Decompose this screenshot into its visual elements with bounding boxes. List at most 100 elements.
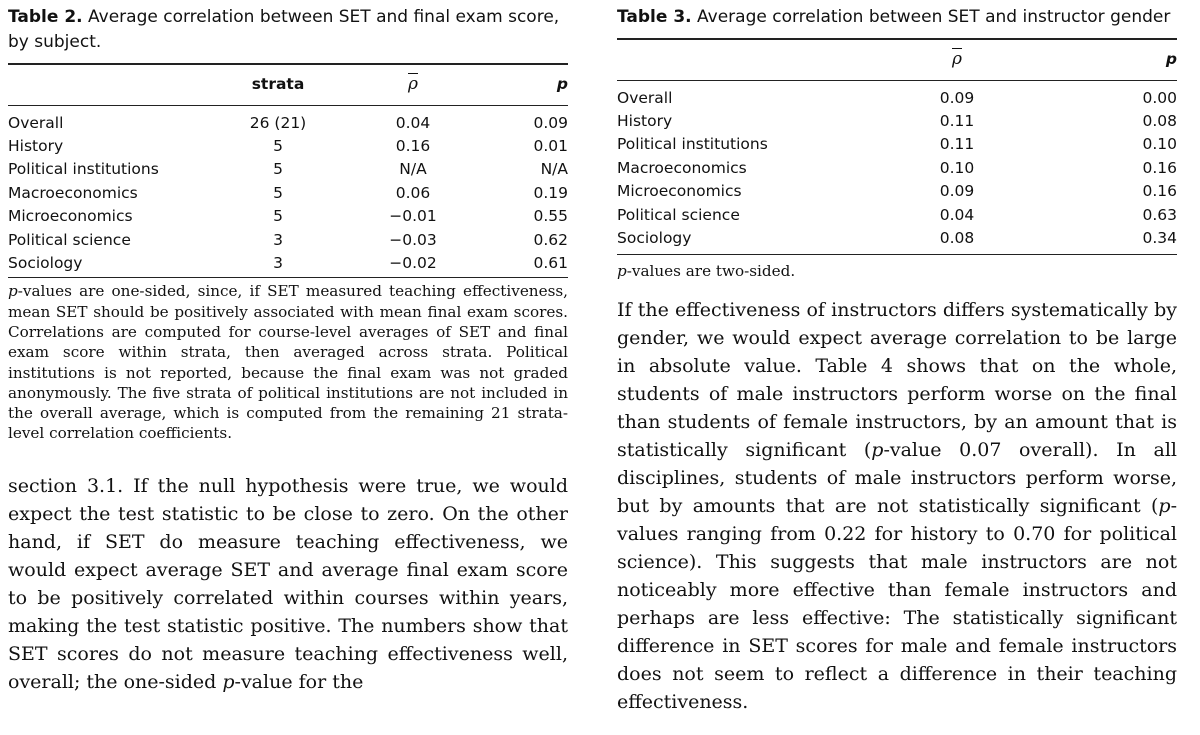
table3-cell-p: 0.08 — [1142, 111, 1177, 130]
table2-bottom-rule — [8, 277, 568, 279]
left-body-part1: section 3.1. If the null hypothesis were… — [8, 474, 568, 693]
table2-header-rho: ρ — [408, 74, 418, 95]
table2-cell-strata: 5 — [273, 136, 283, 155]
table3-label: Table 3. — [617, 7, 692, 27]
table3-cell-subject: Macroeconomics — [617, 158, 747, 177]
table3-cell-p: 0.00 — [1142, 88, 1177, 107]
right-body-part2: -value 0.07 overall). In all disciplines… — [617, 438, 1177, 517]
right-body-paragraph: If the effectiveness of instructors diff… — [617, 296, 1177, 716]
table2-cell-p: 0.09 — [533, 113, 568, 132]
table2-cell-p: 0.55 — [533, 207, 568, 226]
table2-label: Table 2. — [8, 7, 83, 27]
table-row: Political institutions 0.11 0.10 — [617, 133, 1177, 156]
left-body-paragraph: section 3.1. If the null hypothesis were… — [8, 472, 568, 696]
table2-cell-rho: 0.16 — [395, 136, 431, 155]
table2-cell-subject: Macroeconomics — [8, 183, 138, 202]
table3-caption-text: Average correlation between SET and inst… — [697, 7, 1171, 27]
table-row: History 0.11 0.08 — [617, 110, 1177, 133]
table2-cell-subject: Political science — [8, 230, 131, 249]
table-row: Sociology 3 −0.02 0.61 — [8, 252, 568, 275]
table2-cell-strata: 26 (21) — [249, 113, 307, 132]
table3-note-text: -values are two-sided. — [626, 262, 796, 281]
table3-cell-subject: Political science — [617, 205, 740, 224]
table2-caption-text: Average correlation between SET and fina… — [8, 7, 560, 52]
table2-header-row: strata ρ p — [8, 65, 568, 106]
table3-cell-p: 0.34 — [1142, 228, 1177, 247]
table2: strata ρ p Overall 26 (21) 0.04 0.09 His… — [8, 65, 568, 275]
table-row: Political science 0.04 0.63 — [617, 204, 1177, 227]
table2-note: p-values are one-sided, since, if SET me… — [8, 281, 568, 443]
table2-cell-subject: Microeconomics — [8, 207, 133, 226]
right-column: Table 3. Average correlation between SET… — [617, 0, 1177, 735]
table-row: Macroeconomics 0.10 0.16 — [617, 157, 1177, 180]
right-body-italic-2: p — [1158, 494, 1171, 517]
table2-cell-strata: 3 — [273, 253, 283, 272]
table3-note: p-values are two-sided. — [617, 261, 1177, 281]
left-body-italic: p — [222, 670, 235, 693]
table3-cell-p: 0.63 — [1142, 205, 1177, 224]
table3-caption: Table 3. Average correlation between SET… — [617, 5, 1177, 30]
right-body-italic-1: p — [871, 438, 884, 461]
table-row: Microeconomics 5 −0.01 0.55 — [8, 205, 568, 228]
left-column: Table 2. Average correlation between SET… — [8, 0, 568, 715]
table3-header-subject — [617, 40, 867, 81]
table3-header-row: ρ p — [617, 40, 1177, 81]
table3: ρ p Overall 0.09 0.00 History 0.11 0.08 … — [617, 40, 1177, 250]
table2-note-italic: p — [8, 282, 18, 301]
table3-cell-rho: 0.11 — [939, 111, 975, 130]
table3-cell-rho: 0.10 — [939, 158, 975, 177]
table-row: Overall 26 (21) 0.04 0.09 — [8, 112, 568, 135]
table3-cell-subject: Overall — [617, 88, 673, 107]
table2-cell-rho: −0.01 — [389, 207, 437, 226]
table3-cell-rho: 0.04 — [939, 205, 975, 224]
table2-cell-subject: Political institutions — [8, 160, 159, 179]
table-row: History 5 0.16 0.01 — [8, 135, 568, 158]
table3-cell-rho: 0.09 — [939, 88, 975, 107]
table-row: Sociology 0.08 0.34 — [617, 227, 1177, 250]
table3-bottom-rule — [617, 254, 1177, 256]
table2-cell-rho: 0.06 — [395, 183, 431, 202]
table3-cell-rho: 0.11 — [939, 135, 975, 154]
table3-cell-p: 0.10 — [1142, 135, 1177, 154]
table2-cell-subject: Overall — [8, 113, 64, 132]
table3-mid-rule — [617, 80, 1177, 87]
table3-cell-subject: Political institutions — [617, 135, 768, 154]
table2-note-text: -values are one-sided, since, if SET mea… — [8, 282, 568, 443]
table3-cell-rho: 0.09 — [939, 182, 975, 201]
table2-cell-strata: 3 — [273, 230, 283, 249]
table-row: Political institutions 5 N/A N/A — [8, 158, 568, 181]
table2-cell-rho: −0.02 — [389, 253, 437, 272]
left-body-part2: -value for the — [234, 670, 364, 693]
table2-header-subject — [8, 65, 208, 106]
table-row: Political science 3 −0.03 0.62 — [8, 229, 568, 252]
table2-cell-strata: 5 — [273, 160, 283, 179]
table2-cell-p: 0.61 — [533, 253, 568, 272]
table3-header-p: p — [1165, 50, 1177, 69]
table3-header-rho: ρ — [952, 49, 962, 70]
table2-cell-strata: 5 — [273, 183, 283, 202]
table2-cell-p: 0.01 — [533, 136, 568, 155]
table3-top-rule — [617, 38, 1177, 40]
table3-cell-p: 0.16 — [1142, 158, 1177, 177]
table2-cell-p: N/A — [540, 160, 568, 179]
table2-caption: Table 2. Average correlation between SET… — [8, 5, 568, 55]
table-row: Macroeconomics 5 0.06 0.19 — [8, 182, 568, 205]
table-row: Overall 0.09 0.00 — [617, 87, 1177, 110]
table2-cell-p: 0.62 — [533, 230, 568, 249]
table2-cell-subject: Sociology — [8, 253, 83, 272]
table2-top-rule — [8, 63, 568, 65]
table2-header-p: p — [556, 75, 568, 94]
table3-cell-subject: Sociology — [617, 228, 692, 247]
table2-cell-p: 0.19 — [533, 183, 568, 202]
table2-cell-rho: 0.04 — [395, 113, 431, 132]
table-row: Microeconomics 0.09 0.16 — [617, 180, 1177, 203]
right-body-part1: If the effectiveness of instructors diff… — [617, 298, 1177, 461]
table3-cell-p: 0.16 — [1142, 182, 1177, 201]
right-body-part3: -values ranging from 0.22 for history to… — [617, 494, 1177, 713]
table3-note-italic: p — [617, 262, 627, 281]
table2-cell-strata: 5 — [273, 207, 283, 226]
table3-cell-subject: History — [617, 111, 673, 130]
table2-cell-rho: −0.03 — [389, 230, 437, 249]
table3-cell-subject: Microeconomics — [617, 182, 742, 201]
table2-mid-rule — [8, 105, 568, 112]
